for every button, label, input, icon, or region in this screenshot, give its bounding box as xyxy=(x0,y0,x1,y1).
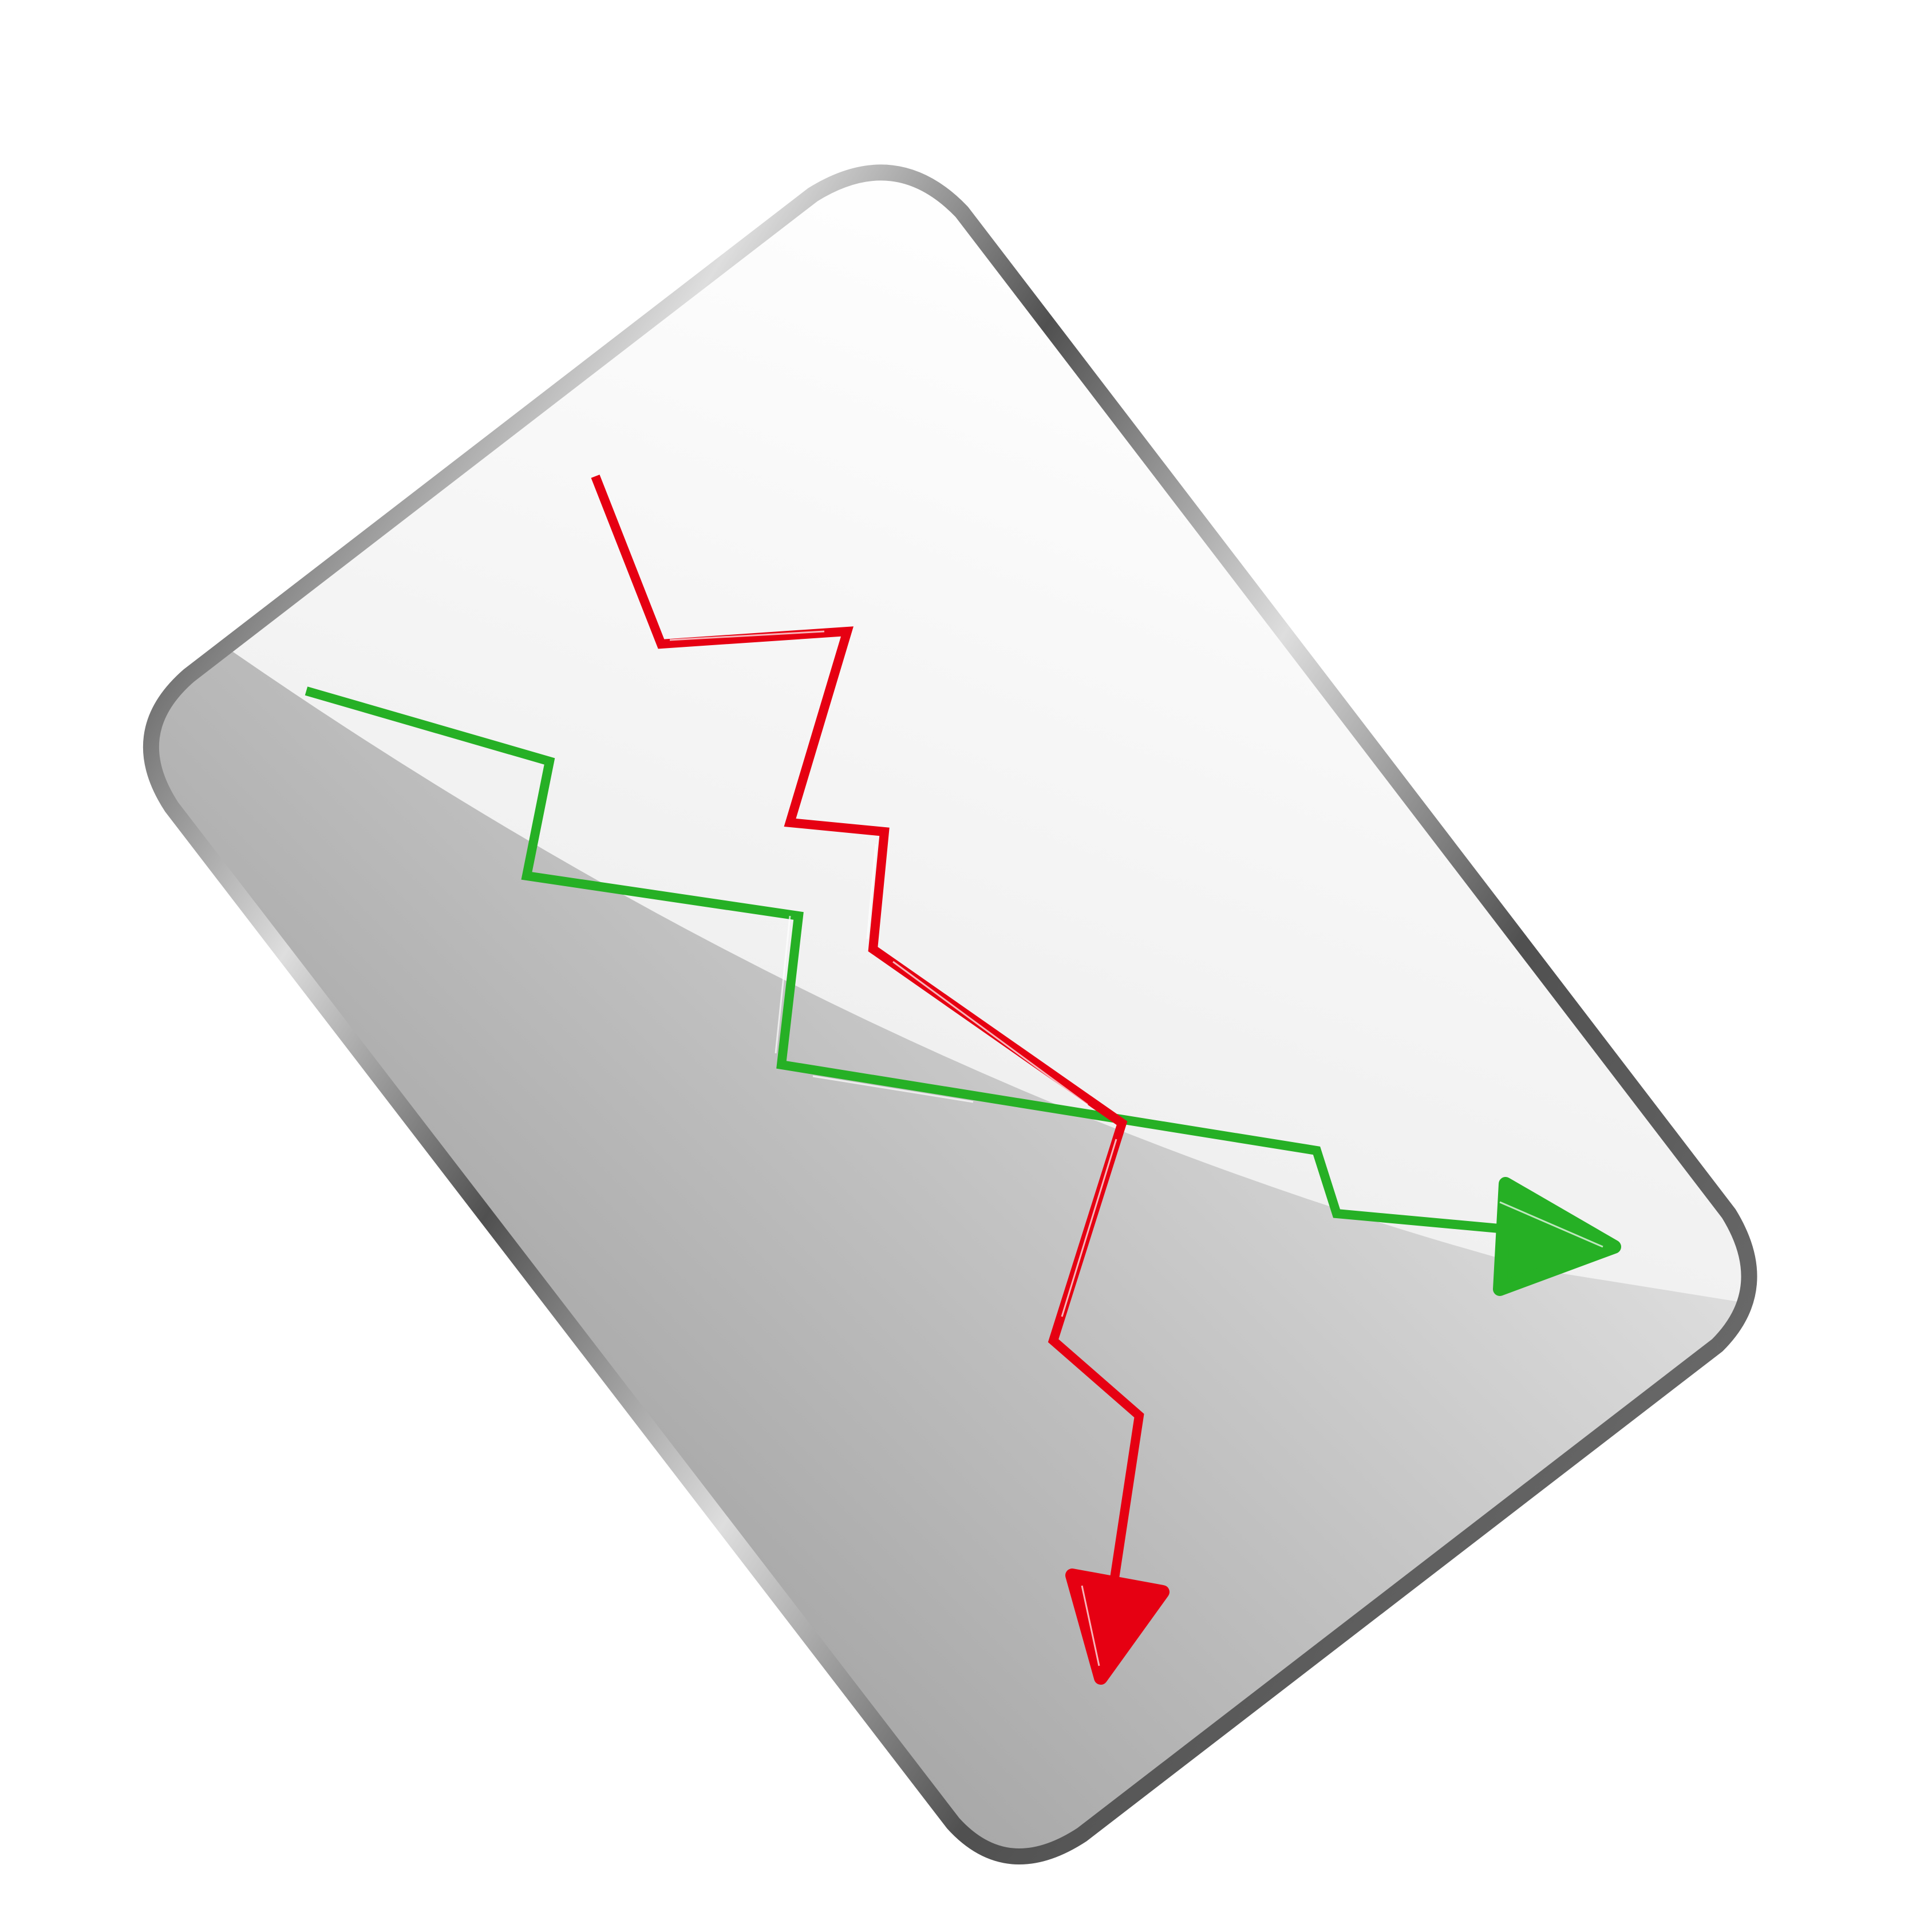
red-zigzag-line xyxy=(591,475,1144,1587)
card xyxy=(143,164,1757,1864)
red-arrowhead-icon xyxy=(1065,1568,1170,1685)
red-zigzag-arrow xyxy=(591,475,1170,1685)
line-highlights xyxy=(669,630,1603,1666)
green-zigzag-arrow xyxy=(305,686,1621,1296)
green-zigzag-line xyxy=(305,686,1512,1234)
card-border xyxy=(143,164,1757,1864)
green-arrowhead-icon xyxy=(1493,1177,1621,1296)
